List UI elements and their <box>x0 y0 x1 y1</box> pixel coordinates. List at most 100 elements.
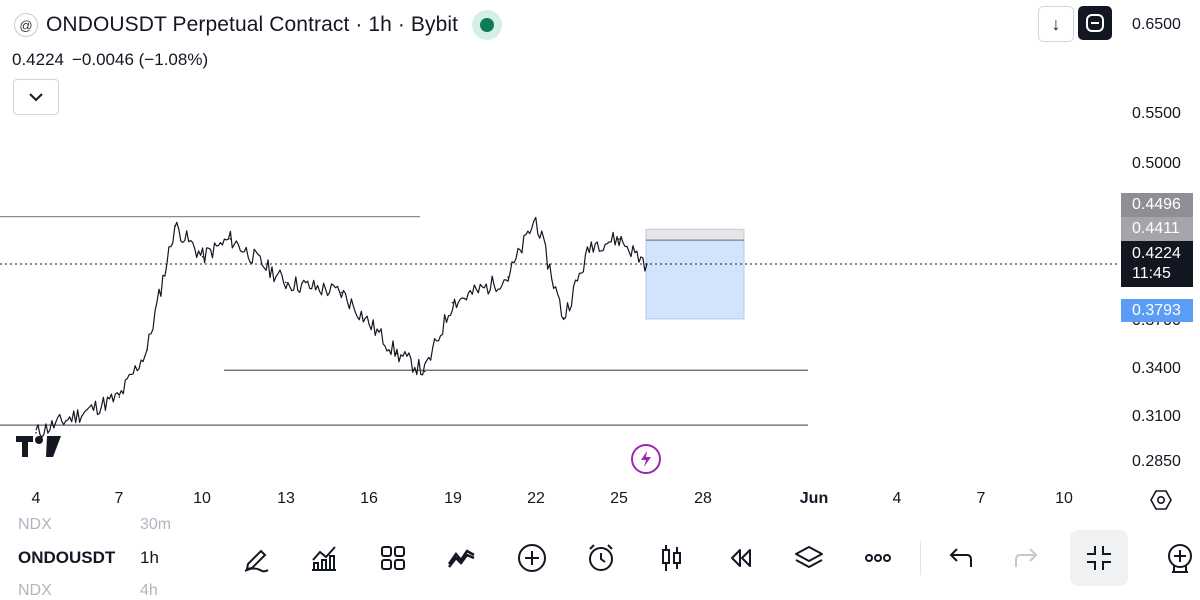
price-tick: 0.6500 <box>1132 16 1181 33</box>
interval-selector[interactable]: 1h <box>140 548 159 567</box>
chart-type-button[interactable] <box>653 540 689 576</box>
market-status-indicator[interactable] <box>472 10 503 40</box>
compare-button[interactable] <box>444 540 480 576</box>
last-price-tag-value: 0.4224 <box>1132 245 1181 262</box>
price-point <box>340 291 343 294</box>
price-tick: 0.3100 <box>1132 408 1181 425</box>
time-tick: 7 <box>976 490 986 507</box>
price-point <box>285 281 287 284</box>
settings-gear-icon <box>1150 490 1172 510</box>
bar-countdown: 11:45 <box>1132 265 1171 282</box>
more-dots-icon <box>865 554 891 562</box>
more-button[interactable] <box>860 540 896 576</box>
time-tick: 19 <box>444 490 462 507</box>
target-zone <box>645 228 745 241</box>
price-point <box>646 263 648 265</box>
chevron-down-icon <box>29 93 43 102</box>
price-point <box>229 238 232 240</box>
price-point <box>118 396 121 398</box>
grid-layout-icon <box>381 546 405 570</box>
price-tag-upper: 0.4496 <box>1121 193 1193 217</box>
zoom-plus-icon <box>1168 544 1192 573</box>
price-tick: 0.3400 <box>1132 360 1181 377</box>
logo-glyph: @ <box>19 17 33 33</box>
chart-title[interactable]: ONDOUSDT Perpetual Contract · 1h · Bybit <box>46 13 459 36</box>
time-tick: 7 <box>114 490 124 507</box>
indicators-chart-icon <box>312 546 336 571</box>
last-price-tag: 0.4224 11:45 <box>1121 241 1193 287</box>
chart-header: @ ONDOUSDT Perpetual Contract · 1h · Byb… <box>14 10 503 40</box>
symbol-selector[interactable]: ONDOUSDT <box>18 548 116 567</box>
event-marker-button[interactable] <box>631 444 661 474</box>
ghost-symbol-below: NDX <box>18 582 52 599</box>
stop-zone <box>645 239 745 320</box>
price-point <box>396 352 398 355</box>
price-change-value: −0.0046 (−1.08%) <box>72 50 209 69</box>
pencil-icon <box>244 549 269 573</box>
candles-icon <box>662 545 681 571</box>
ghost-interval-below: 4h <box>140 582 158 599</box>
collapse-arrows-icon <box>1087 546 1111 570</box>
tradingview-logo <box>16 436 62 463</box>
fullscreen-icon <box>1086 14 1104 32</box>
time-tick: 4 <box>31 490 41 507</box>
add-button[interactable] <box>514 540 550 576</box>
price-point <box>174 225 176 227</box>
rewind-icon <box>731 549 751 567</box>
lightning-icon <box>641 451 651 467</box>
exit-fullscreen-button[interactable] <box>1070 530 1128 586</box>
chart-area[interactable] <box>0 0 1200 520</box>
zoom-button[interactable] <box>1160 540 1196 576</box>
price-point <box>590 243 593 245</box>
chart-settings-button[interactable] <box>1149 488 1173 512</box>
time-tick: 22 <box>527 490 545 507</box>
time-tick: 10 <box>1055 490 1073 507</box>
fullscreen-button[interactable] <box>1078 6 1112 40</box>
arrow-down-icon: ↓ <box>1051 13 1061 34</box>
scroll-to-latest-button[interactable]: ↓ <box>1038 6 1074 42</box>
legend-collapse-button[interactable] <box>13 79 59 115</box>
undo-icon <box>949 548 972 567</box>
indicators-button[interactable] <box>306 540 342 576</box>
price-point <box>535 217 537 220</box>
price-tick: 0.2850 <box>1132 453 1181 470</box>
time-tick: 10 <box>193 490 211 507</box>
price-point <box>507 276 509 279</box>
drawing-tool-button[interactable] <box>238 540 274 576</box>
time-tick: 4 <box>892 490 902 507</box>
price-chart[interactable] <box>0 0 1120 520</box>
price-point <box>201 255 204 258</box>
price-tag-entry: 0.4411 <box>1121 217 1193 241</box>
time-tick: 16 <box>360 490 378 507</box>
time-tick: 13 <box>277 490 295 507</box>
market-open-dot-icon <box>480 18 495 32</box>
price-point <box>146 349 148 351</box>
redo-icon <box>1015 548 1038 567</box>
replay-button[interactable] <box>722 540 758 576</box>
time-tick: 28 <box>694 490 712 507</box>
time-tick-month: Jun <box>799 490 829 507</box>
toolbar-divider <box>920 541 921 575</box>
ghost-symbol-above: NDX <box>18 516 52 533</box>
time-tick: 25 <box>610 490 628 507</box>
alarm-clock-icon <box>589 544 613 571</box>
compare-lines-icon <box>447 549 475 568</box>
quote-line: 0.4224 −0.0046 (−1.08%) <box>12 50 208 70</box>
symbol-logo-icon: @ <box>14 13 38 37</box>
price-point <box>35 431 37 434</box>
object-tree-button[interactable] <box>791 540 827 576</box>
price-tag-stop: 0.3793 <box>1121 299 1193 322</box>
price-point <box>562 317 565 319</box>
layers-icon <box>795 546 823 568</box>
plus-circle-icon <box>518 544 546 572</box>
last-price-value: 0.4224 <box>12 50 64 69</box>
price-point <box>451 301 454 304</box>
price-point <box>618 238 620 240</box>
alerts-button[interactable] <box>583 540 619 576</box>
undo-button[interactable] <box>941 540 977 576</box>
tradingview-logo-icon <box>16 436 61 457</box>
layouts-button[interactable] <box>375 540 411 576</box>
price-tick: 0.5000 <box>1132 155 1181 172</box>
price-tick: 0.5500 <box>1132 105 1181 122</box>
redo-button[interactable] <box>1010 540 1046 576</box>
